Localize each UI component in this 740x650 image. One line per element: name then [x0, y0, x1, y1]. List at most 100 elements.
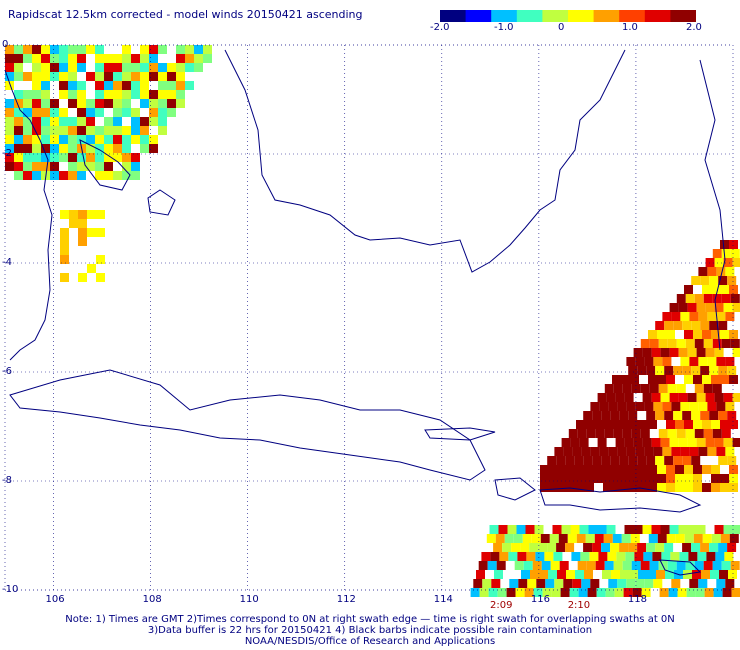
wind-cell [131, 54, 140, 63]
wind-cell [149, 45, 158, 54]
wind-cell [605, 588, 615, 597]
wind-cell [167, 108, 176, 117]
wind-cell [725, 402, 735, 411]
wind-cell [702, 465, 711, 474]
wind-cell [718, 321, 728, 330]
wind-cell [705, 393, 715, 402]
wind-cell [716, 579, 726, 588]
wind-cell [78, 273, 87, 282]
wind-cell [669, 525, 679, 534]
wind-cell [583, 411, 593, 420]
wind-cell [59, 108, 68, 117]
wind-cell [711, 375, 720, 384]
wind-cell [678, 438, 688, 447]
wind-cell [23, 135, 32, 144]
wind-cell [709, 411, 719, 420]
wind-cell [689, 312, 699, 321]
wind-cell [530, 570, 539, 579]
wind-cell [718, 366, 728, 375]
wind-cell [140, 63, 149, 72]
wind-cell [5, 81, 14, 90]
wind-cell [68, 54, 77, 63]
wind-cell [667, 561, 677, 570]
wind-cell [664, 321, 674, 330]
wind-cell [185, 81, 194, 90]
wind-cell [630, 465, 639, 474]
wind-cell [696, 438, 706, 447]
wind-cell [68, 81, 77, 90]
wind-cell [566, 570, 575, 579]
wind-cell [608, 579, 618, 588]
wind-cell [657, 534, 667, 543]
wind-cell [558, 534, 568, 543]
wind-cell [533, 588, 543, 597]
wind-cell [131, 72, 140, 81]
wind-cell [68, 117, 77, 126]
wind-cell [648, 465, 657, 474]
wind-cell [525, 525, 535, 534]
wind-cell [689, 357, 699, 366]
wind-cell [715, 552, 725, 561]
wind-cell [698, 402, 708, 411]
wind-cell [664, 366, 674, 375]
wind-cell [68, 144, 77, 153]
wind-cell [616, 552, 626, 561]
wind-cell [653, 357, 663, 366]
wind-cell [666, 420, 675, 429]
wind-cell [718, 543, 728, 552]
wind-cell [5, 99, 14, 108]
wind-cell [675, 465, 684, 474]
wind-cell [653, 402, 663, 411]
wind-cell [665, 570, 674, 579]
wind-cell [680, 402, 690, 411]
wind-cell [711, 483, 720, 492]
wind-cell [32, 90, 41, 99]
wind-cell [78, 219, 87, 228]
wind-cell [597, 438, 607, 447]
wind-cell [634, 552, 644, 561]
wind-cell [727, 411, 737, 420]
wind-cell [77, 45, 86, 54]
wind-cell [630, 483, 639, 492]
wind-cell [693, 375, 702, 384]
wind-cell [635, 579, 645, 588]
wind-cell [140, 135, 149, 144]
wind-cell [694, 294, 704, 303]
wind-cell [77, 162, 86, 171]
wind-cell [41, 144, 50, 153]
wind-cell [706, 552, 716, 561]
wind-cell [599, 447, 609, 456]
wind-cell [549, 465, 558, 474]
wind-cell [612, 375, 621, 384]
wind-cell [662, 357, 672, 366]
wind-cell [563, 579, 573, 588]
wind-cell [666, 465, 675, 474]
wind-cell [122, 144, 131, 153]
wind-cell [684, 330, 693, 339]
wind-cell [721, 339, 731, 348]
wind-cell [5, 135, 14, 144]
wind-cell [68, 45, 77, 54]
wind-cell [113, 72, 122, 81]
wind-cell [659, 588, 669, 597]
wind-cell [581, 447, 591, 456]
wind-cell [703, 339, 713, 348]
wind-cell [176, 81, 185, 90]
wind-cell [5, 45, 14, 54]
wind-cell [732, 393, 740, 402]
wind-cell [648, 534, 658, 543]
wind-cell [579, 525, 589, 534]
wind-cell [23, 108, 32, 117]
wind-cell [724, 552, 734, 561]
wind-cell [712, 294, 722, 303]
wind-cell [95, 99, 104, 108]
wind-cell [50, 135, 59, 144]
wind-cell [644, 579, 654, 588]
wind-cell [641, 588, 651, 597]
wind-cell [523, 561, 533, 570]
wind-cell [14, 144, 23, 153]
wind-cell [721, 249, 731, 258]
wind-cell [122, 108, 131, 117]
wind-cell [549, 474, 558, 483]
